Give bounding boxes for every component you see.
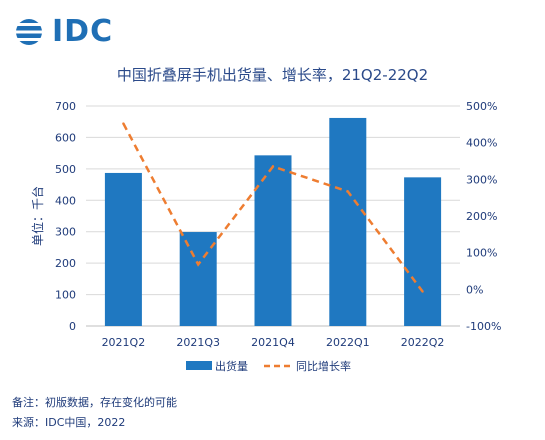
logo-text: IDC	[52, 14, 114, 49]
y-tick-label: 400	[55, 194, 76, 207]
y2-tick-label: 200%	[466, 210, 497, 223]
growth-rate-point	[346, 190, 349, 193]
y2-tick-label: 500%	[466, 100, 497, 113]
y-tick-label: 500	[55, 163, 76, 176]
x-tick-label: 2022Q2	[401, 336, 445, 349]
y2-tick-label: 100%	[466, 247, 497, 260]
y-axis-title: 单位：千台	[30, 186, 45, 246]
legend-swatch-bar	[186, 361, 212, 370]
x-tick-label: 2021Q3	[176, 336, 220, 349]
y-tick-label: 200	[55, 257, 76, 270]
x-tick-label: 2021Q4	[251, 336, 295, 349]
y2-tick-label: 0%	[466, 283, 483, 296]
y2-tick-label: 400%	[466, 137, 497, 150]
y-tick-label: 0	[69, 320, 76, 333]
bar-2022Q1	[329, 117, 367, 326]
growth-rate-point	[271, 165, 275, 168]
bar-2021Q4	[254, 155, 292, 326]
bar-2021Q2	[104, 172, 142, 326]
y-tick-label: 300	[55, 226, 76, 239]
y-tick-label: 100	[55, 289, 76, 302]
note-source: 来源：IDC中国，2022	[12, 416, 126, 429]
y-tick-label: 600	[55, 131, 76, 144]
x-tick-label: 2021Q2	[102, 336, 146, 349]
legend-label-bar: 出货量	[215, 359, 248, 373]
x-tick-label: 2022Q1	[326, 336, 370, 349]
chart: 0 100 200 300 400 500 600 700 -100% 0% 100% 200% 300…	[30, 100, 501, 373]
note-remark: 备注：初版数据，存在变化的可能	[12, 396, 177, 409]
growth-rate-point	[197, 263, 200, 266]
y2-tick-label: -100%	[466, 320, 501, 333]
growth-rate-point	[122, 122, 125, 125]
idc-logo: IDC	[14, 14, 113, 49]
y2-tick-label: 300%	[466, 173, 497, 186]
growth-rate-point	[421, 290, 424, 293]
y-tick-label: 700	[55, 100, 76, 113]
chart-title: 中国折叠屏手机出货量、增长率，21Q2-22Q2	[116, 66, 429, 84]
legend-label-line: 同比增长率	[296, 359, 351, 373]
chart-notes: 备注：初版数据，存在变化的可能 来源：IDC中国，2022	[12, 393, 177, 433]
bar-2022Q2	[404, 177, 442, 326]
globe-icon	[14, 18, 48, 45]
